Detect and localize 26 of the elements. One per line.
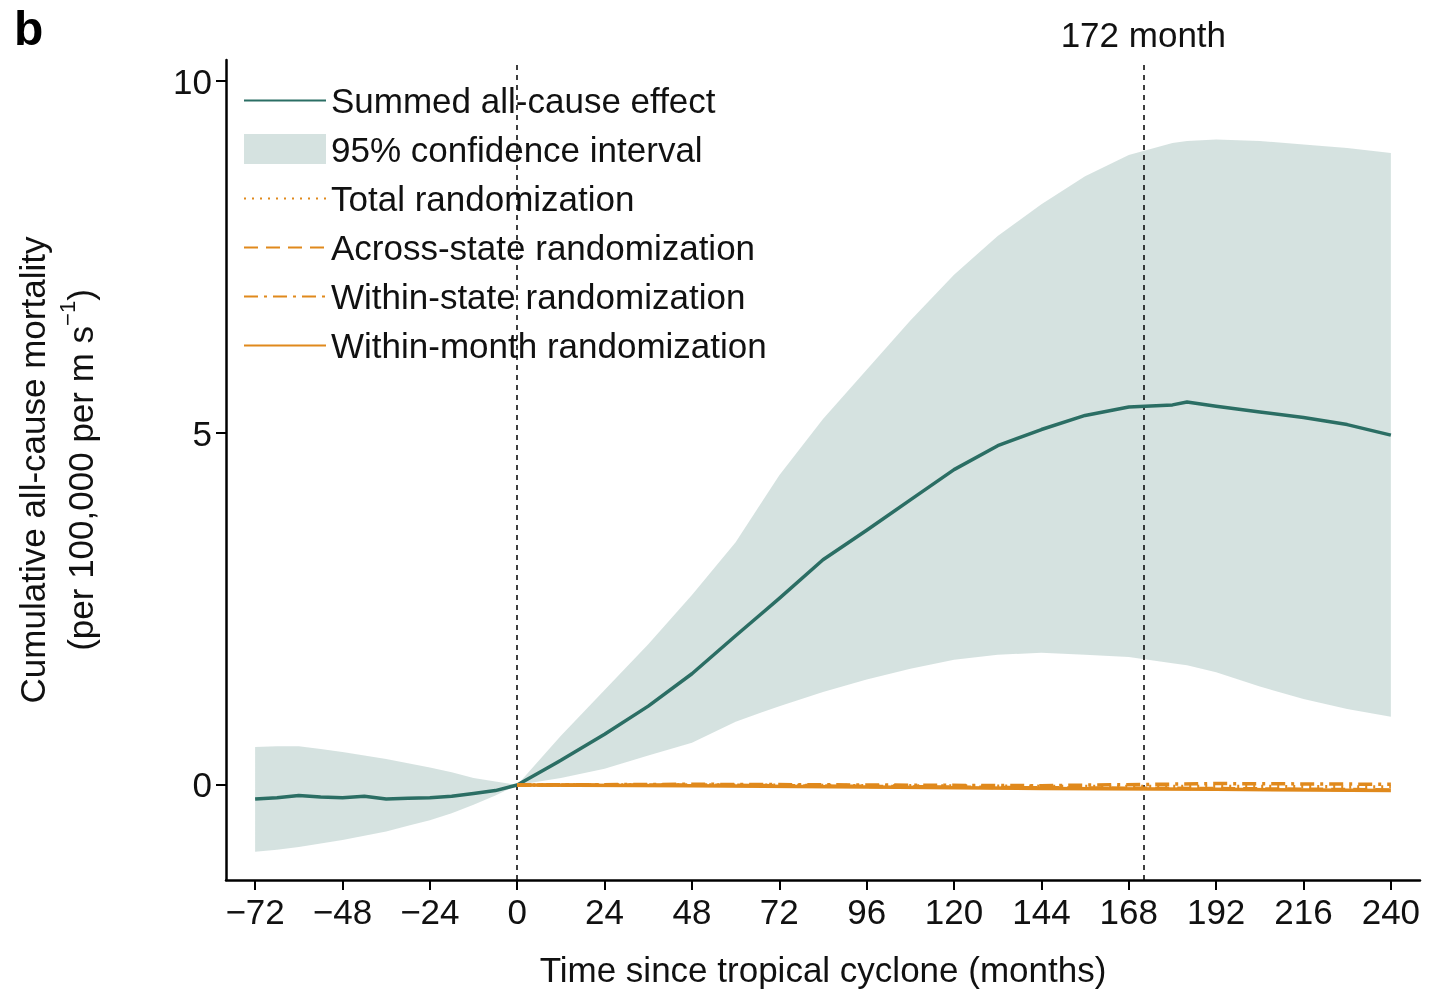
- legend-label: Summed all-cause effect: [331, 81, 716, 120]
- x-tick-label: −24: [400, 892, 460, 931]
- x-tick-label: 72: [759, 892, 799, 931]
- x-tick-label: 24: [585, 892, 625, 931]
- text: b: [14, 1, 44, 55]
- x-tick-label: −72: [225, 892, 285, 931]
- x-tick-label: 120: [924, 892, 984, 931]
- x-tick-label: −48: [312, 892, 373, 931]
- legend-label: Across-state randomization: [331, 228, 756, 267]
- ref-line-label: 172 month: [1060, 15, 1227, 54]
- x-tick-label: 96: [847, 892, 887, 931]
- legend-label: Total randomization: [331, 179, 635, 218]
- x-tick-label: 192: [1186, 892, 1246, 931]
- annotation: 95% confidence interval: [331, 130, 703, 169]
- x-tick-label: 168: [1099, 892, 1158, 931]
- y-tick-label: 10: [173, 61, 212, 101]
- x-tick-label: 240: [1361, 892, 1421, 931]
- x-tick-label: 216: [1274, 892, 1333, 931]
- y-tick-label: 0: [192, 765, 212, 805]
- y-tick-label: 5: [192, 413, 212, 453]
- legend-label: Within-state randomization: [331, 277, 746, 316]
- x-tick-label: 0: [507, 892, 527, 931]
- x-axis-title: Time since tropical cyclone (months): [539, 950, 1107, 989]
- legend-label: Within-month randomization: [331, 326, 767, 365]
- x-tick-label: 48: [672, 892, 712, 931]
- x-tick-label: 144: [1012, 892, 1071, 931]
